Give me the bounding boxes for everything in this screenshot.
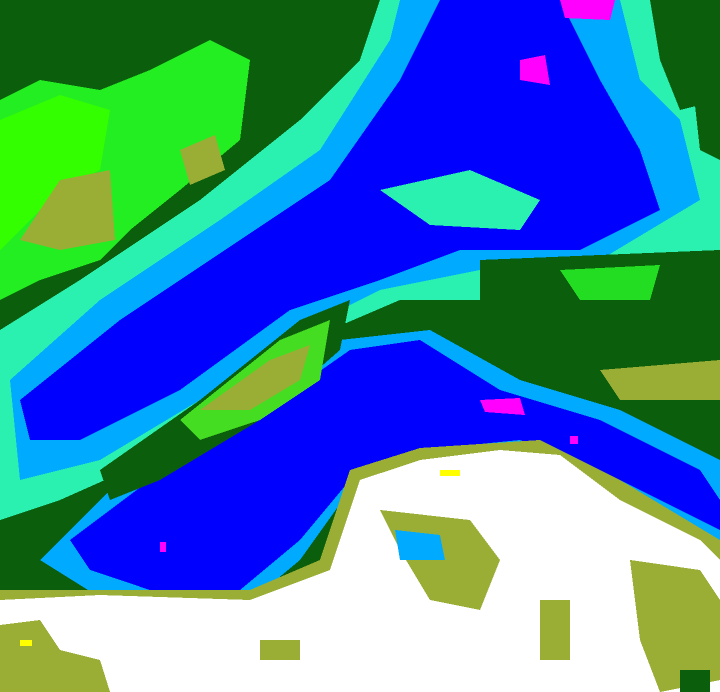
dark-green-top-right: [650, 0, 720, 110]
cyan-streak: [380, 170, 540, 230]
dark-green-top: [0, 0, 250, 100]
magenta-spot: [520, 55, 550, 85]
olive-speckle: [260, 640, 300, 660]
olive-patch: [20, 170, 115, 250]
olive-speckle: [0, 620, 110, 692]
light-blue-patch: [395, 530, 445, 560]
magenta-spot: [560, 0, 615, 20]
yellow-speckle: [440, 470, 460, 476]
magenta-spot: [160, 542, 166, 552]
blue-lower: [70, 340, 720, 590]
yellow-speckle: [20, 640, 32, 646]
green-right: [560, 265, 660, 300]
magenta-spot: [570, 436, 578, 444]
olive-right: [600, 360, 720, 400]
dark-green-speckle: [680, 670, 710, 692]
olive-speckle: [630, 560, 720, 692]
blue-core: [20, 0, 660, 440]
olive-speckle: [540, 600, 570, 660]
olive-patch: [180, 135, 225, 185]
dark-green-right: [480, 250, 720, 360]
bright-green-region: [0, 95, 110, 250]
dark-green-top: [260, 0, 370, 100]
magenta-spot: [480, 398, 525, 415]
olive-ridge: [200, 345, 310, 410]
